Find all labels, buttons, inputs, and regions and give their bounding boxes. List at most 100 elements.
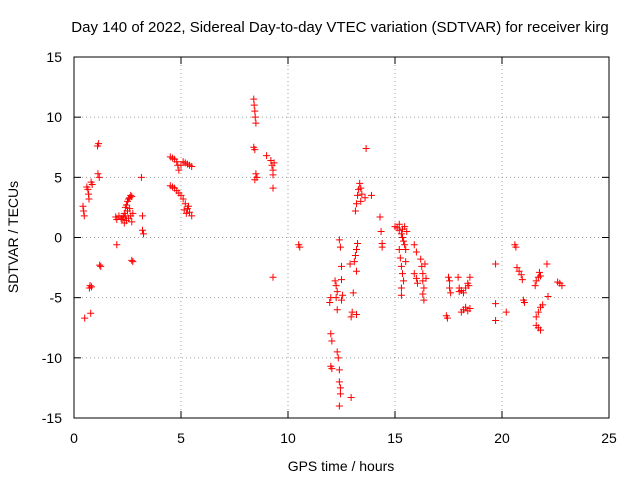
data-point bbox=[492, 317, 500, 325]
data-point bbox=[398, 234, 406, 241]
data-points bbox=[79, 95, 566, 410]
data-point bbox=[395, 226, 403, 234]
x-tick-label: 25 bbox=[601, 430, 617, 446]
data-point bbox=[377, 227, 385, 235]
data-point bbox=[128, 193, 136, 201]
data-point bbox=[367, 191, 375, 199]
data-point bbox=[492, 260, 500, 268]
data-point bbox=[113, 241, 121, 249]
data-point bbox=[180, 206, 188, 214]
x-tick-label: 10 bbox=[280, 430, 296, 446]
data-point bbox=[79, 202, 87, 210]
data-point bbox=[395, 220, 403, 228]
data-point bbox=[518, 276, 526, 284]
data-point bbox=[352, 267, 360, 275]
data-point bbox=[445, 273, 452, 281]
data-point bbox=[129, 209, 137, 217]
data-point bbox=[513, 264, 521, 272]
data-point bbox=[188, 212, 196, 220]
data-point bbox=[531, 282, 539, 290]
data-point bbox=[346, 260, 354, 268]
data-point bbox=[328, 365, 336, 373]
data-point bbox=[336, 384, 344, 392]
data-point bbox=[410, 241, 418, 249]
data-point bbox=[349, 289, 357, 297]
data-point bbox=[492, 300, 500, 308]
data-point bbox=[269, 184, 277, 192]
data-point bbox=[175, 166, 183, 174]
data-point bbox=[335, 366, 343, 374]
data-point bbox=[138, 226, 146, 234]
data-point bbox=[251, 107, 259, 115]
data-point bbox=[296, 243, 304, 251]
data-point bbox=[81, 314, 89, 322]
data-point bbox=[454, 273, 462, 281]
data-point bbox=[87, 309, 95, 317]
data-point bbox=[94, 170, 102, 178]
data-point bbox=[397, 262, 405, 270]
data-point bbox=[354, 191, 362, 199]
data-point bbox=[270, 159, 278, 167]
data-point bbox=[396, 254, 404, 262]
data-point bbox=[357, 184, 365, 192]
data-point bbox=[421, 260, 429, 268]
data-point bbox=[356, 179, 364, 187]
data-point bbox=[395, 246, 403, 254]
data-point bbox=[537, 272, 545, 280]
data-point bbox=[184, 202, 192, 210]
data-point bbox=[84, 185, 92, 193]
data-point bbox=[535, 268, 543, 276]
data-point bbox=[335, 378, 343, 386]
data-point bbox=[539, 301, 547, 309]
data-point bbox=[263, 152, 271, 160]
data-point bbox=[250, 95, 258, 103]
data-point bbox=[420, 296, 428, 304]
data-point bbox=[378, 243, 386, 251]
y-tick-label: -5 bbox=[50, 290, 63, 306]
x-tick-label: 5 bbox=[177, 430, 185, 446]
x-tick-label: 20 bbox=[494, 430, 510, 446]
data-point bbox=[95, 140, 103, 148]
data-point bbox=[186, 208, 194, 216]
x-tick-label: 0 bbox=[70, 430, 78, 446]
data-point bbox=[537, 326, 545, 334]
data-point bbox=[332, 282, 340, 290]
data-point bbox=[362, 144, 370, 152]
data-point bbox=[128, 256, 136, 264]
data-point bbox=[361, 194, 369, 202]
data-point bbox=[351, 252, 359, 260]
data-point bbox=[80, 212, 88, 220]
data-point bbox=[129, 258, 137, 266]
data-point bbox=[333, 306, 341, 314]
data-point bbox=[443, 314, 451, 322]
data-point bbox=[398, 270, 406, 278]
data-point bbox=[173, 158, 181, 166]
y-tick-label: 10 bbox=[46, 109, 62, 125]
data-point bbox=[327, 330, 335, 338]
data-point bbox=[121, 212, 129, 220]
data-point bbox=[403, 227, 411, 235]
x-tick-label: 15 bbox=[387, 430, 403, 446]
data-point bbox=[252, 170, 260, 178]
data-point bbox=[88, 181, 96, 189]
data-point bbox=[177, 191, 185, 199]
y-tick-label: -15 bbox=[42, 410, 62, 426]
data-point bbox=[534, 308, 542, 316]
data-point bbox=[140, 230, 148, 238]
data-point bbox=[466, 273, 474, 281]
data-point bbox=[543, 260, 551, 268]
data-point bbox=[347, 394, 355, 402]
data-point bbox=[558, 282, 566, 290]
y-tick-label: -10 bbox=[42, 350, 62, 366]
data-point bbox=[459, 289, 467, 297]
data-point bbox=[350, 258, 358, 266]
data-point bbox=[339, 291, 347, 299]
data-point bbox=[412, 274, 420, 282]
data-point bbox=[336, 390, 344, 398]
data-point bbox=[328, 337, 336, 345]
data-point bbox=[402, 258, 410, 266]
data-point bbox=[400, 237, 408, 245]
data-point bbox=[334, 354, 342, 362]
chart-title: Day 140 of 2022, Sidereal Day-to-day VTE… bbox=[71, 19, 608, 36]
